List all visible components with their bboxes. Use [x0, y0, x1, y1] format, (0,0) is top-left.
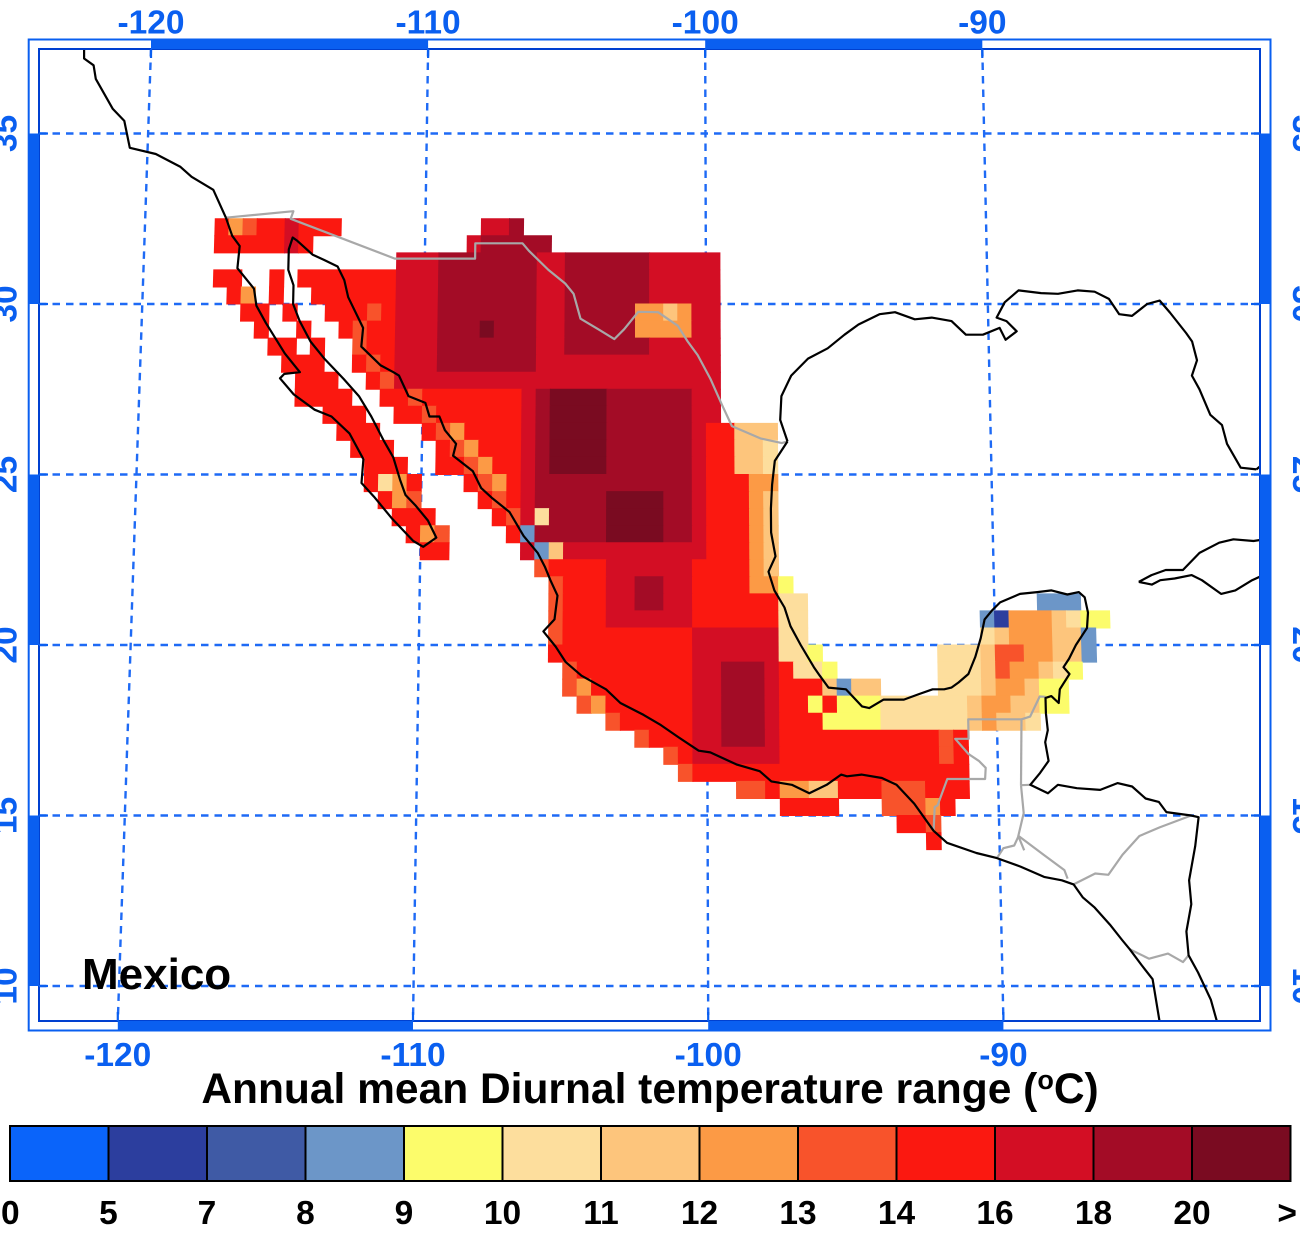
svg-text:10: 10: [484, 1195, 521, 1232]
svg-text:30: 30: [1285, 285, 1300, 322]
svg-text:-120: -120: [84, 1037, 151, 1074]
svg-text:7: 7: [198, 1195, 217, 1232]
svg-text:5: 5: [99, 1195, 118, 1232]
svg-text:16: 16: [976, 1195, 1013, 1232]
svg-text:20: 20: [1173, 1195, 1210, 1232]
svg-text:9: 9: [395, 1195, 414, 1232]
svg-text:Mexico: Mexico: [82, 950, 231, 999]
svg-text:20: 20: [1285, 626, 1300, 663]
svg-text:10: 10: [1285, 967, 1300, 1004]
svg-text:-110: -110: [395, 5, 460, 42]
svg-text:15: 15: [0, 797, 25, 834]
svg-text:25: 25: [0, 456, 25, 493]
svg-text:-90: -90: [979, 1037, 1027, 1074]
svg-text:18: 18: [1075, 1195, 1112, 1232]
svg-text:30: 30: [0, 285, 25, 322]
svg-text:>: >: [1277, 1195, 1297, 1232]
svg-text:0: 0: [1, 1195, 20, 1232]
svg-text:10: 10: [0, 967, 25, 1004]
svg-text:-100: -100: [675, 1037, 742, 1074]
svg-text:15: 15: [1285, 797, 1300, 834]
svg-text:-110: -110: [380, 1037, 445, 1074]
svg-text:14: 14: [878, 1195, 916, 1232]
svg-text:-120: -120: [117, 5, 184, 42]
svg-text:12: 12: [681, 1195, 718, 1232]
svg-text:25: 25: [1285, 456, 1300, 493]
svg-text:Annual mean Diurnal temperatur: Annual mean Diurnal temperature range (o…: [201, 1065, 1098, 1113]
svg-text:20: 20: [0, 626, 25, 663]
svg-text:-90: -90: [958, 5, 1006, 42]
svg-text:35: 35: [1285, 115, 1300, 152]
svg-text:11: 11: [583, 1195, 618, 1232]
svg-text:-100: -100: [672, 5, 739, 42]
svg-text:13: 13: [779, 1195, 816, 1232]
svg-text:35: 35: [0, 115, 25, 152]
svg-text:8: 8: [296, 1195, 315, 1232]
